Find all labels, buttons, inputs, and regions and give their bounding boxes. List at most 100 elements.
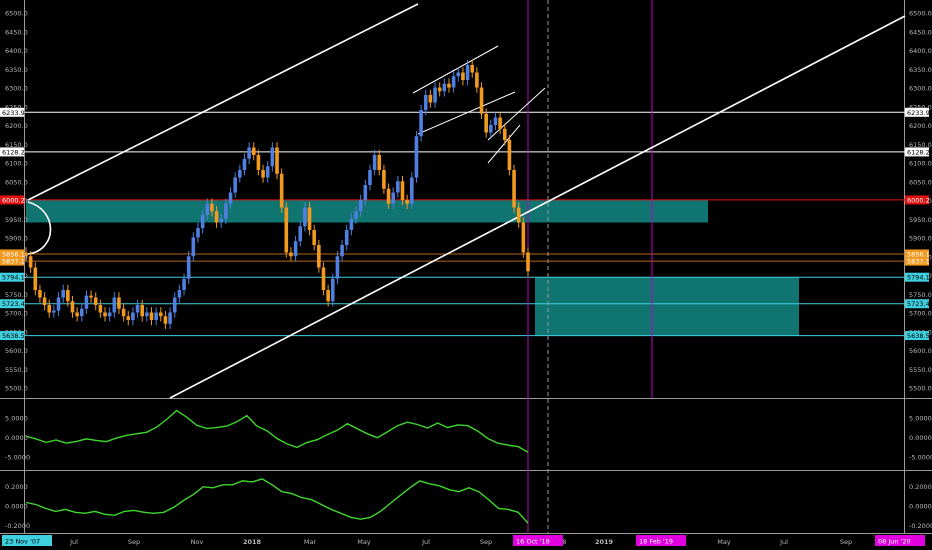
price-tag-right-label: 6000.2 — [907, 196, 930, 204]
price-tag-right-bg — [905, 331, 929, 341]
date-tag-bg — [513, 535, 563, 546]
time-axis-label: Jul — [421, 538, 430, 546]
candle-body — [317, 245, 321, 268]
candle-body — [191, 237, 196, 257]
price-tag-left-label: 6233.9 — [2, 109, 25, 117]
candle-body — [526, 252, 530, 272]
candle-body — [47, 305, 52, 313]
candle-body — [330, 278, 335, 302]
candle-body — [470, 65, 475, 73]
price-tag-right-label: 6233.9 — [907, 109, 930, 117]
price-tag-left-label: 5856.1 — [2, 250, 25, 258]
price-tag-left-bg — [0, 195, 24, 205]
price-tag-left-bg — [0, 249, 24, 259]
candle-body — [502, 128, 507, 140]
time-axis-label: 2019 — [595, 538, 614, 546]
date-tag-label: 16 Oct '18 — [516, 538, 550, 546]
price-tag-right-bg — [905, 195, 929, 205]
candle-body — [70, 301, 75, 313]
price-tag-left-label: 6000.2 — [2, 196, 25, 204]
price-right-tick-label: 6100.0 — [909, 160, 932, 168]
candle-body — [24, 252, 28, 257]
price-tag-left-bg — [0, 331, 24, 341]
candle-body — [158, 312, 163, 317]
price-right-tick-label: 6500.0 — [909, 10, 932, 18]
candle-body — [479, 87, 484, 114]
price-tag-left-bg — [0, 256, 24, 266]
candle-body — [79, 308, 84, 317]
date-tag-bg — [636, 535, 686, 546]
candle-body — [168, 312, 172, 324]
candle-body — [484, 113, 488, 133]
candle-body — [89, 295, 93, 298]
candle-body — [442, 83, 447, 92]
candle-body — [66, 290, 70, 302]
candle-body — [52, 310, 56, 313]
candle-body — [42, 297, 47, 305]
price-tag-left-bg — [0, 107, 24, 117]
candle-body — [279, 173, 284, 208]
price-right-tick-label: 5700.0 — [909, 310, 932, 318]
price-tag-left-label: 5638.5 — [2, 332, 25, 340]
flag-upper-line — [412, 45, 499, 94]
candle-body — [307, 207, 312, 230]
candle-body — [75, 312, 79, 317]
candle-body — [465, 65, 470, 80]
candle-body — [228, 192, 233, 204]
curve-annotation — [27, 201, 52, 255]
price-right-tick-label: 5500.0 — [909, 385, 932, 393]
candle-body — [28, 256, 33, 268]
target-zone — [535, 277, 799, 336]
candle-body — [107, 312, 112, 317]
levels-layer — [24, 111, 905, 337]
pane-frame — [0, 0, 932, 534]
candle-body — [289, 252, 293, 257]
price-right-tick-label: 5550.0 — [909, 366, 932, 374]
candle-body — [219, 218, 224, 223]
price-right-tick-label: 5750.0 — [909, 291, 932, 299]
time-axis-label: Jul — [69, 538, 78, 546]
price-left-tick-label: 5550.0 — [5, 366, 28, 374]
price-tag-right-bg — [905, 107, 929, 117]
candle-body — [340, 245, 344, 257]
price-left-tick-label: 6250.0 — [5, 103, 28, 111]
candle-body — [433, 87, 437, 103]
candle-body — [354, 211, 358, 219]
candle-body — [117, 297, 121, 309]
price-left-tick-label: 5900.0 — [5, 235, 28, 243]
price-left-tick-label: 6350.0 — [5, 66, 28, 74]
oscillator-2-right-tick-label: 0.2000 — [909, 483, 932, 491]
time-axis-label: May — [357, 538, 371, 546]
price-tag-right-label: 5837.1 — [907, 258, 930, 266]
candle-body — [270, 147, 275, 167]
time-axis-label: Mar — [304, 538, 317, 546]
candle-body — [154, 312, 158, 320]
price-right-tick-label: 6400.0 — [909, 47, 932, 55]
price-left-tick-label: 6300.0 — [5, 85, 28, 93]
wedge-upper-line — [487, 87, 546, 141]
candle-body — [312, 230, 316, 245]
candle-body — [84, 295, 89, 309]
candle-body — [233, 177, 237, 193]
price-right-tick-label: 6050.0 — [909, 178, 932, 186]
candle-body — [238, 170, 242, 178]
candle-body — [196, 228, 200, 238]
price-tag-right-bg — [905, 272, 929, 282]
candle-body — [405, 200, 409, 204]
candle-body — [38, 290, 42, 298]
date-tag-label: 18 Feb '19 — [639, 538, 673, 546]
price-left-tick-label: 5950.0 — [5, 216, 28, 224]
oscillator-2-right-tick-label: -0.2000 — [909, 522, 932, 530]
price-tag-right-label: 5723.4 — [907, 300, 930, 308]
price-left-tick-label: 6400.0 — [5, 47, 28, 55]
price-right-tick-label: 6250.0 — [909, 103, 932, 111]
lower-channel-trendline — [169, 15, 906, 399]
candle-body — [163, 316, 168, 324]
candle-body — [349, 218, 354, 230]
oscillator-1-right-tick-label: 5.0000 — [909, 415, 932, 423]
candle-body — [112, 297, 117, 313]
candle-body — [251, 147, 256, 155]
candle-body — [200, 215, 205, 229]
candle-body — [98, 305, 103, 313]
